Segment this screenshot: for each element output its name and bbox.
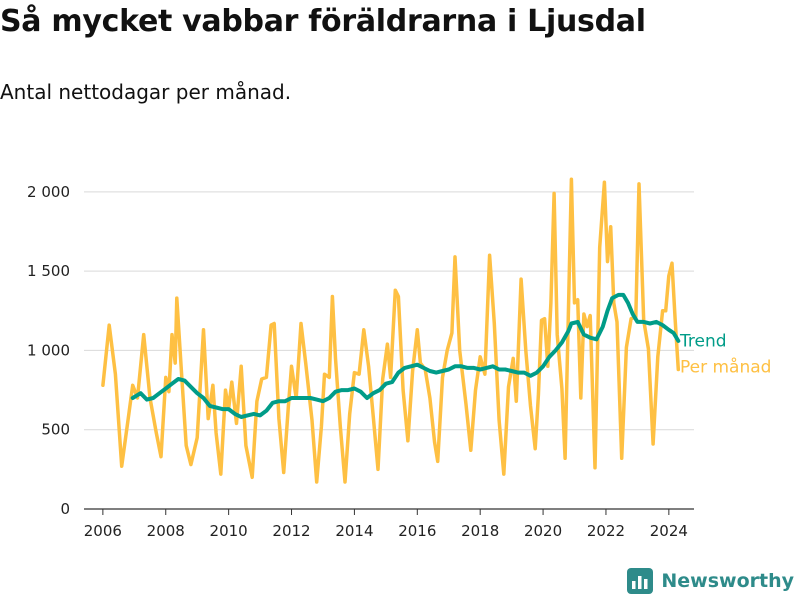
legend: Trend Per månad xyxy=(679,331,771,377)
y-tick-label: 1 000 xyxy=(27,341,70,359)
y-axis-ticks: 0 500 1 000 1 500 2 000 xyxy=(27,183,70,518)
bar-chart-logo-icon xyxy=(627,568,654,594)
y-tick-label: 1 500 xyxy=(27,262,70,280)
x-tick-label: 2020 xyxy=(524,522,562,540)
y-tick-label: 500 xyxy=(41,421,70,439)
x-tick-label: 2006 xyxy=(84,522,122,540)
series-line-per-manad xyxy=(101,177,681,484)
y-tick-label: 0 xyxy=(60,500,70,518)
x-tick-label: 2018 xyxy=(461,522,499,540)
brand-name: Newsworthy xyxy=(661,570,794,592)
x-tick-label: 2024 xyxy=(650,522,688,540)
legend-label-per-manad: Per månad xyxy=(680,356,771,377)
x-tick-label: 2014 xyxy=(335,522,373,540)
x-tick-label: 2022 xyxy=(587,522,625,540)
x-tick-label: 2010 xyxy=(210,522,248,540)
x-tick-label: 2016 xyxy=(398,522,436,540)
brand-logo: Newsworthy xyxy=(627,568,794,594)
line-chart: 0 500 1 000 1 500 2 000 2006 2008 2010 2012 2014… xyxy=(27,177,771,540)
chart-title: Så mycket vabbar föräldrarna i Ljusdal xyxy=(0,4,646,39)
x-axis-ticks: 2006 2008 2010 2012 2014 2016 2018 2020 2022 2024 xyxy=(84,508,694,540)
chart-subtitle: Antal nettodagar per månad. xyxy=(0,80,292,104)
y-tick-label: 2 000 xyxy=(27,183,70,201)
series-lines xyxy=(101,177,681,484)
x-tick-label: 2012 xyxy=(272,522,310,540)
series-line-trend xyxy=(130,292,681,419)
legend-label-trend: Trend xyxy=(679,331,727,351)
x-tick-label: 2008 xyxy=(147,522,185,540)
